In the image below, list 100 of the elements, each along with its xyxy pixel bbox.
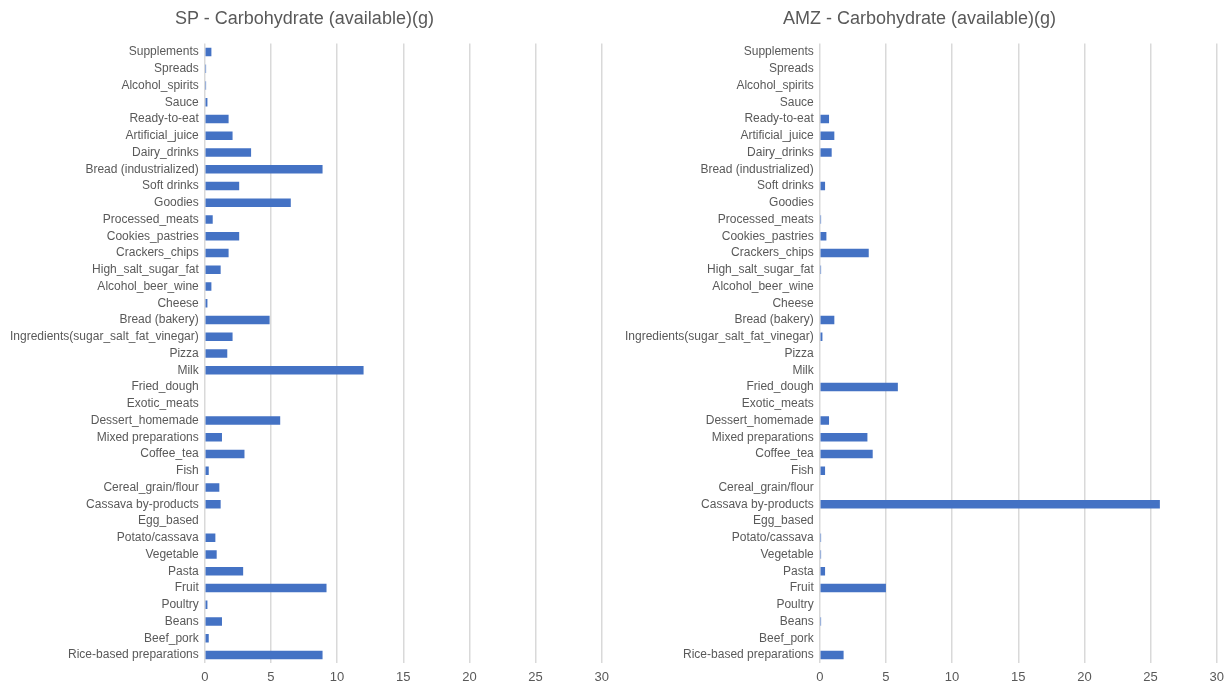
y-tick-label: Fish — [176, 463, 199, 478]
y-tick-label: Ready-to-eat — [129, 111, 200, 126]
y-tick-label: Alcohol_spirits — [736, 77, 814, 92]
bar — [205, 248, 229, 258]
y-tick-label: Mixed preparations — [96, 429, 199, 444]
y-tick-label: Pasta — [783, 563, 815, 578]
y-tick-label: Artificial_juice — [125, 128, 200, 143]
x-tick-label: 25 — [1143, 668, 1158, 684]
bar — [820, 433, 868, 442]
y-tick-label: Pizza — [784, 345, 815, 360]
bar — [205, 131, 233, 140]
y-tick-label: Beans — [164, 613, 199, 628]
y-tick-label: Fried_dough — [131, 379, 199, 394]
bar — [205, 567, 244, 576]
y-tick-label: Fruit — [789, 580, 815, 595]
bar — [205, 349, 228, 358]
y-tick-label: Potato/cassava — [731, 530, 815, 545]
bar — [205, 500, 221, 509]
y-tick-label: Cereal_grain/flour — [718, 479, 814, 494]
y-tick-label: Mixed preparations — [711, 429, 814, 444]
y-tick-label: Crackers_chips — [116, 245, 199, 260]
y-tick-label: Bread (bakery) — [119, 312, 199, 327]
bar — [205, 215, 213, 224]
y-tick-label: Cassava by-products — [86, 496, 199, 511]
y-tick-label: Rice-based preparations — [683, 647, 814, 662]
bar — [820, 416, 830, 425]
bar — [820, 148, 832, 157]
y-tick-label: Sauce — [164, 94, 200, 109]
bar — [205, 433, 222, 442]
x-tick-label: 10 — [329, 668, 345, 684]
y-tick-label: Cheese — [157, 295, 200, 310]
y-tick-label: Ingredients(sugar_salt_fat_vinegar) — [625, 329, 814, 344]
y-tick-label: Supplements — [743, 44, 814, 59]
bar — [205, 366, 364, 375]
x-tick-label: 30 — [594, 668, 609, 684]
y-tick-label: Milk — [792, 362, 815, 377]
bar — [205, 181, 240, 191]
y-tick-label: Goodies — [769, 195, 814, 210]
y-tick-label: Coffee_tea — [140, 446, 200, 461]
bar — [820, 449, 873, 459]
y-tick-label: Poultry — [776, 597, 814, 612]
bar — [205, 416, 281, 425]
bar — [205, 315, 270, 325]
y-tick-label: Dessert_homemade — [90, 412, 200, 427]
bar — [205, 165, 323, 174]
y-tick-label: Cookies_pastries — [721, 228, 814, 243]
bar — [205, 232, 240, 241]
chart-title: SP - Carbohydrate (available)(g) — [175, 7, 434, 28]
bar — [205, 449, 245, 459]
y-tick-label: Cookies_pastries — [106, 228, 199, 243]
y-tick-label: Spreads — [154, 61, 199, 76]
y-tick-label: Poultry — [161, 597, 199, 612]
y-tick-label: Cassava by-products — [701, 496, 814, 511]
bar — [205, 198, 291, 207]
y-tick-label: Beef_pork — [144, 630, 200, 645]
y-tick-label: Spreads — [769, 61, 814, 76]
bar — [205, 282, 212, 291]
x-tick-label: 5 — [882, 668, 890, 684]
y-tick-label: Egg_based — [138, 513, 199, 528]
bar — [820, 500, 1160, 509]
x-tick-label: 15 — [396, 668, 411, 684]
bar — [820, 583, 886, 593]
y-tick-label: Soft drinks — [142, 178, 199, 193]
y-tick-label: Dairy_drinks — [747, 144, 814, 159]
bar — [205, 650, 323, 660]
x-tick-label: 30 — [1209, 668, 1224, 684]
bar — [205, 114, 229, 124]
y-tick-label: Cheese — [772, 295, 815, 310]
y-tick-label: Ready-to-eat — [744, 111, 815, 126]
bar — [205, 148, 252, 157]
y-tick-label: Fried_dough — [746, 379, 814, 394]
y-tick-label: Pizza — [169, 345, 200, 360]
x-tick-label: 0 — [201, 668, 209, 684]
y-tick-label: High_salt_sugar_fat — [707, 262, 815, 277]
x-tick-label: 15 — [1011, 668, 1026, 684]
x-tick-label: 20 — [1077, 668, 1092, 684]
y-tick-label: Fish — [791, 463, 814, 478]
y-tick-label: Pasta — [168, 563, 200, 578]
y-tick-label: Bread (industrialized) — [85, 161, 199, 176]
x-tick-label: 5 — [267, 668, 275, 684]
y-tick-label: Processed_meats — [717, 211, 814, 226]
y-tick-label: Milk — [177, 362, 200, 377]
bar — [820, 131, 835, 140]
x-tick-label: 10 — [944, 668, 960, 684]
y-tick-label: Beans — [779, 613, 814, 628]
y-tick-label: High_salt_sugar_fat — [92, 262, 200, 277]
y-tick-label: Fruit — [174, 580, 200, 595]
chart-title: AMZ - Carbohydrate (available)(g) — [782, 7, 1057, 28]
y-tick-label: Dairy_drinks — [132, 144, 199, 159]
y-tick-label: Coffee_tea — [755, 446, 815, 461]
x-tick-label: 20 — [462, 668, 477, 684]
bar — [820, 114, 830, 124]
bar — [205, 265, 221, 274]
y-tick-label: Goodies — [154, 195, 199, 210]
bar — [205, 332, 233, 341]
y-tick-label: Exotic_meats — [741, 396, 814, 411]
y-tick-label: Artificial_juice — [740, 128, 815, 143]
bar — [205, 483, 220, 492]
bar — [205, 550, 217, 559]
x-tick-label: 25 — [528, 668, 543, 684]
